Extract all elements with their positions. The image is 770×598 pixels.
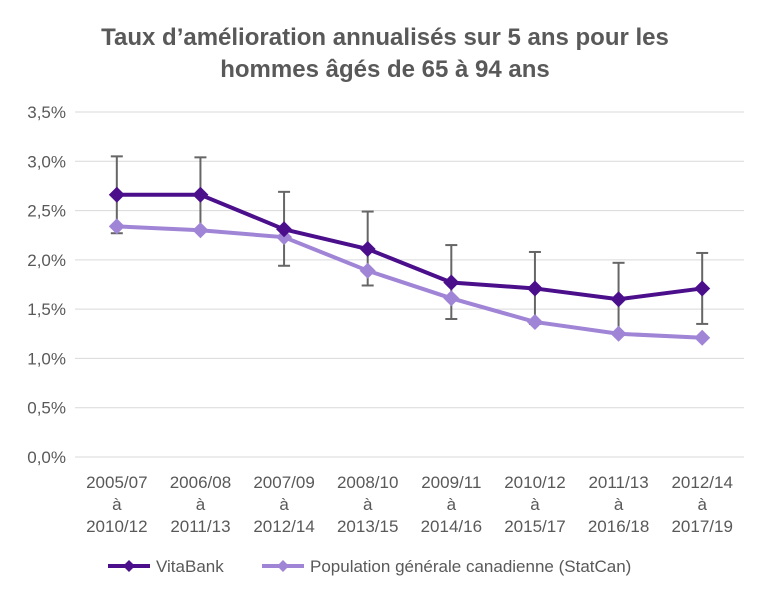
y-tick-label-6: 3,0% [27,152,66,171]
y-tick-label-2: 1,0% [27,349,66,368]
x-tick-label-6-1: à [614,495,624,514]
x-tick-label-1-1: à [196,495,206,514]
legend-marker-1 [277,560,289,572]
x-tick-label-2-1: à [279,495,289,514]
point-0-5 [526,280,543,297]
x-tick-label-2-0: 2007/09 [253,473,314,492]
point-0-7 [694,280,711,297]
point-0-3 [359,241,376,258]
x-tick-label-5-2: 2015/17 [504,517,565,536]
x-tick-label-3-1: à [363,495,373,514]
x-tick-label-5-0: 2010/12 [504,473,565,492]
x-tick-label-3-0: 2008/10 [337,473,398,492]
x-tick-label-4-0: 2009/11 [421,473,481,492]
point-1-6 [610,325,627,342]
legend-label-0: VitaBank [156,557,224,576]
series-line-1 [116,224,703,340]
series-line-0 [116,192,703,302]
x-tick-label-6-2: 2016/18 [588,517,649,536]
x-tick-label-0-1: à [112,495,122,514]
x-tick-label-5-1: à [530,495,540,514]
point-1-4 [443,290,460,307]
chart-title-line-2: hommes âgés de 65 à 94 ans [220,56,550,83]
x-tick-label-7-1: à [697,495,707,514]
x-tick-label-4-1: à [447,495,457,514]
point-1-7 [694,329,711,346]
point-1-5 [526,313,543,330]
legend-marker-0 [123,560,135,572]
x-tick-label-0-0: 2005/07 [86,473,147,492]
point-1-0 [108,218,125,235]
chart-title-line-1: Taux d’amélioration annualisés sur 5 ans… [101,24,669,51]
x-tick-label-3-2: 2013/15 [337,517,398,536]
y-tick-label-7: 3,5% [27,103,66,122]
x-tick-label-6-0: 2011/13 [588,473,648,492]
x-tick-label-7-0: 2012/14 [671,473,732,492]
y-tick-label-3: 1,5% [27,300,66,319]
x-tick-label-1-0: 2006/08 [170,473,231,492]
y-tick-label-5: 2,5% [27,202,66,221]
point-0-2 [276,221,293,238]
y-tick-label-4: 2,0% [27,251,66,270]
point-0-0 [108,186,125,203]
x-tick-label-7-2: 2017/19 [671,517,732,536]
y-tick-label-1: 0,5% [27,399,66,418]
x-tick-label-1-2: 2011/13 [170,517,230,536]
point-0-6 [610,291,627,308]
point-1-3 [359,262,376,279]
legend-label-1: Population générale canadienne (StatCan) [310,557,631,576]
point-1-1 [192,222,209,239]
point-0-4 [443,274,460,291]
x-tick-label-0-2: 2010/12 [86,517,147,536]
point-0-1 [192,186,209,203]
y-tick-label-0: 0,0% [27,448,66,467]
x-tick-label-4-2: 2014/16 [421,517,482,536]
x-tick-label-2-2: 2012/14 [253,517,314,536]
